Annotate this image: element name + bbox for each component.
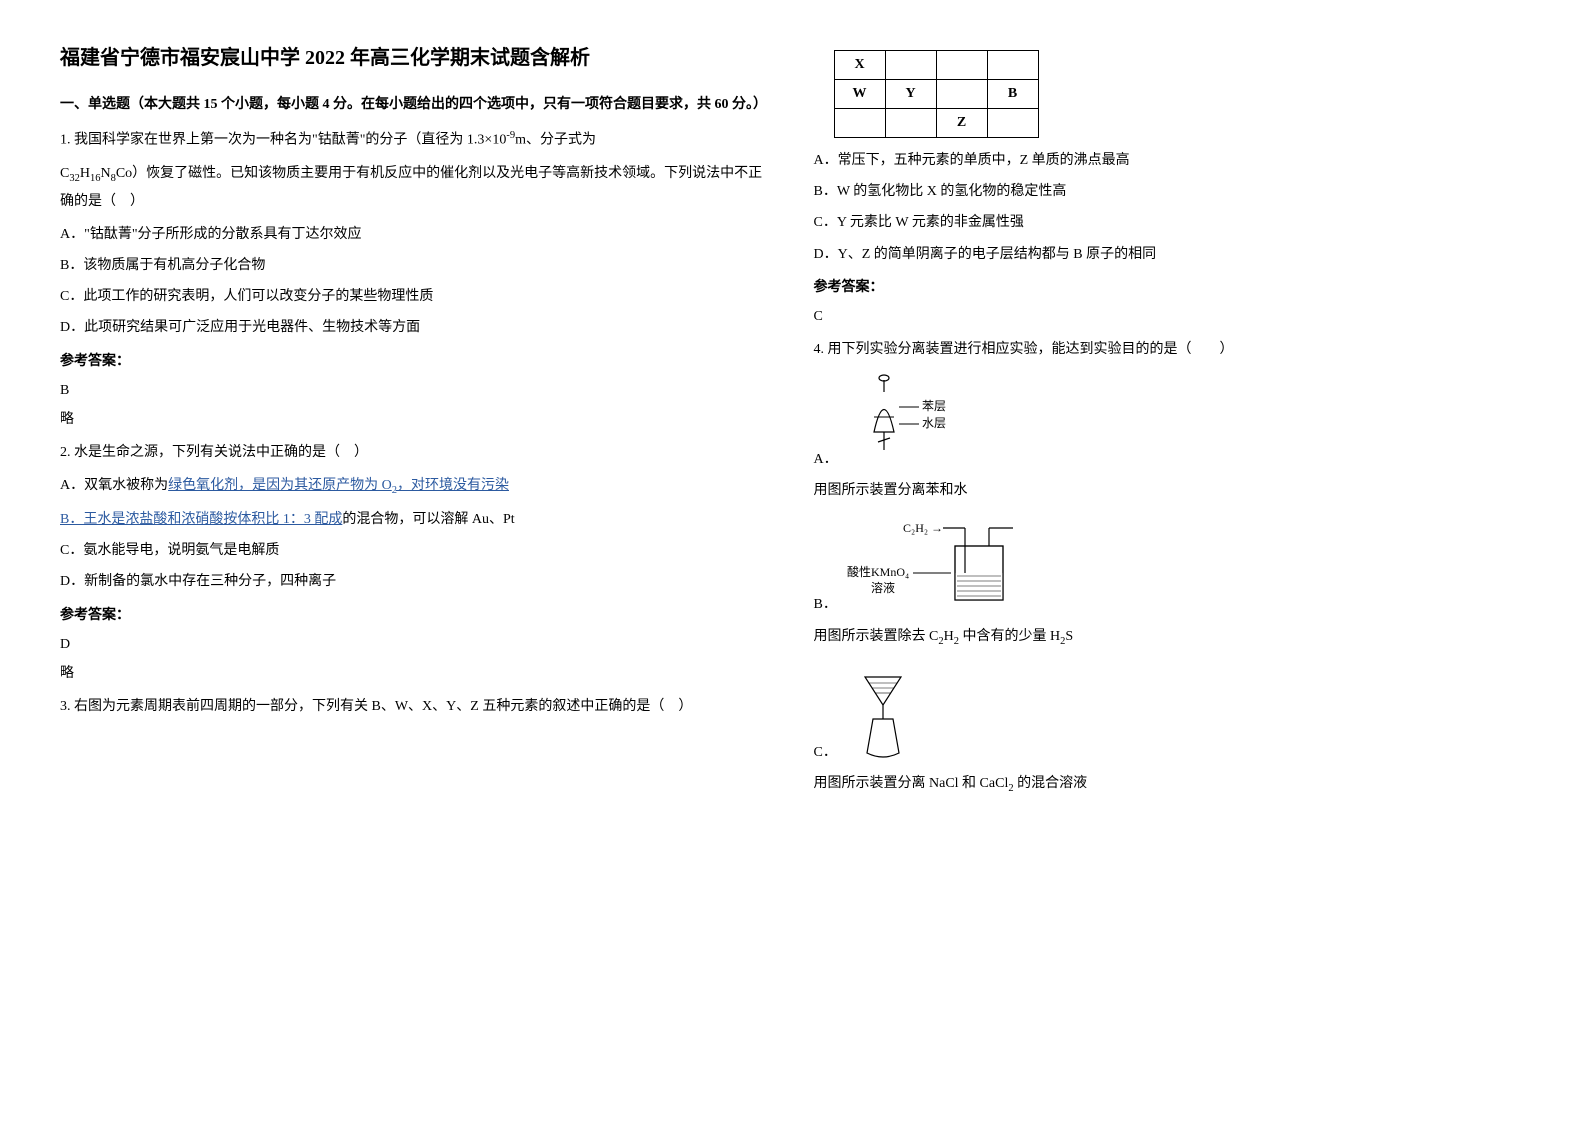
q4-figA-wrap: A． 苯层 水层 (814, 372, 1528, 472)
pt-cell-x: X (834, 51, 885, 80)
periodic-row-2: W Y B (834, 80, 1038, 109)
q1-f-n: N (100, 166, 110, 181)
figB-bot-label: 溶液 (871, 580, 895, 595)
q2-optB: B．王水是浓盐酸和浓硝酸按体积比 1：3 配成的混合物，可以溶解 Au、Pt (60, 507, 774, 532)
q3-optD: D．Y、Z 的简单阴离子的电子层结构都与 B 原子的相同 (814, 242, 1528, 267)
q1-f-h: H (80, 166, 90, 181)
pt-cell-r3c2 (885, 109, 936, 138)
q1-f-c: C (60, 166, 69, 181)
q3-optB: B．W 的氢化物比 X 的氢化物的稳定性高 (814, 179, 1528, 204)
q4-figC-caption: 用图所示装置分离 NaCl 和 CaCl2 的混合溶液 (814, 771, 1528, 799)
q2-optB-link: B．王水是浓盐酸和浓硝酸按体积比 1：3 配成 (60, 512, 342, 527)
q2-optA-link1-cont: ，对环境没有污染 (397, 478, 509, 493)
q4-figB-wrap: B． C₂H₂ → 酸性KMnO₄ 溶液 (814, 518, 1528, 618)
q1-optD: D．此项研究结果可广泛应用于光电器件、生物技术等方面 (60, 315, 774, 340)
q3-optA: A．常压下，五种元素的单质中，Z 单质的沸点最高 (814, 148, 1528, 173)
q2-optB-cont: 的混合物，可以溶解 Au、Pt (342, 512, 514, 527)
q4-figC-letter: C． (814, 740, 837, 765)
figB-top-label: C₂H₂ → (903, 521, 943, 535)
pt-cell-r2c3 (936, 80, 987, 109)
q4-stem: 4. 用下列实验分离装置进行相应实验，能达到实验目的的是（ ） (814, 337, 1528, 362)
q2-optA-pre: A．双氧水被称为 (60, 478, 168, 493)
pt-cell-r1c2 (885, 51, 936, 80)
gas-washing-bottle-icon: C₂H₂ → 酸性KMnO₄ 溶液 (843, 518, 1033, 618)
q3-answer-label: 参考答案： (814, 275, 1528, 300)
q4-figB-letter: B． (814, 592, 837, 617)
q1-sup: -9 (506, 130, 515, 141)
right-column: X W Y B Z A．常压下，五种元素的单质中，Z 单质的沸点最高 B．W 的… (814, 40, 1528, 813)
q4-figB-caption: 用图所示装置除去 C2H2 中含有的少量 H2S (814, 624, 1528, 652)
figB-cap-mid1: H (944, 629, 954, 644)
q1-answer: B (60, 378, 774, 403)
filter-funnel-flask-icon (843, 665, 933, 765)
q1-stem1: 1. 我国科学家在世界上第一次为一种名为"钴酞菁"的分子（直径为 1.3×10 (60, 133, 506, 148)
left-column: 福建省宁德市福安宸山中学 2022 年高三化学期末试题含解析 一、单选题（本大题… (60, 40, 774, 813)
page-title: 福建省宁德市福安宸山中学 2022 年高三化学期末试题含解析 (60, 40, 774, 76)
periodic-row-3: Z (834, 109, 1038, 138)
q2-optA-link1: 绿色氧化剂，是因为其还原产物为 O (168, 478, 392, 493)
q1-f-h-sub: 16 (90, 173, 101, 184)
q1-stem-line1: 1. 我国科学家在世界上第一次为一种名为"钴酞菁"的分子（直径为 1.3×10-… (60, 127, 774, 153)
periodic-table-fragment: X W Y B Z (834, 50, 1039, 138)
q1-f-rest: Co）恢复了磁性。已知该物质主要用于有机反应中的催化剂以及光电子等高新技术领域。… (60, 166, 762, 209)
q2-answer-label: 参考答案： (60, 603, 774, 628)
q2-note: 略 (60, 661, 774, 686)
q2-optA-link: 绿色氧化剂，是因为其还原产物为 O2，对环境没有污染 (168, 478, 509, 493)
q2-answer: D (60, 632, 774, 657)
pt-cell-gap (936, 51, 987, 80)
figA-label2: 水层 (922, 416, 946, 430)
q4-figC-wrap: C． (814, 665, 1528, 765)
section1-heading: 一、单选题（本大题共 15 个小题，每小题 4 分。在每小题给出的四个选项中，只… (60, 92, 774, 117)
q1-optB: B．该物质属于有机高分子化合物 (60, 253, 774, 278)
figB-cap-pre: 用图所示装置除去 C (814, 629, 939, 644)
pt-cell-z: Z (936, 109, 987, 138)
q1-stem-line2: C32H16N8Co）恢复了磁性。已知该物质主要用于有机反应中的催化剂以及光电子… (60, 161, 774, 214)
pt-cell-r1c4 (987, 51, 1038, 80)
pt-cell-b: B (987, 80, 1038, 109)
figC-cap-end: 的混合溶液 (1014, 776, 1088, 791)
q2-optA: A．双氧水被称为绿色氧化剂，是因为其还原产物为 O2，对环境没有污染 (60, 473, 774, 501)
pt-cell-w: W (834, 80, 885, 109)
q1-optA: A．"钴酞菁"分子所形成的分散系具有丁达尔效应 (60, 222, 774, 247)
q1-note: 略 (60, 407, 774, 432)
figA-label1: 苯层 (922, 399, 946, 413)
q3-optC: C．Y 元素比 W 元素的非金属性强 (814, 210, 1528, 235)
q1-f-c-sub: 32 (69, 173, 80, 184)
pt-cell-y: Y (885, 80, 936, 109)
figB-cap-end: S (1065, 629, 1073, 644)
q1-optC: C．此项工作的研究表明，人们可以改变分子的某些物理性质 (60, 284, 774, 309)
q2-optD: D．新制备的氯水中存在三种分子，四种离子 (60, 569, 774, 594)
periodic-row-1: X (834, 51, 1038, 80)
q1-answer-label: 参考答案： (60, 349, 774, 374)
figC-cap-pre: 用图所示装置分离 NaCl 和 CaCl (814, 776, 1009, 791)
figB-mid-label: 酸性KMnO₄ (847, 564, 909, 579)
pt-cell-r3c4 (987, 109, 1038, 138)
q2-optC: C．氨水能导电，说明氨气是电解质 (60, 538, 774, 563)
q4-figA-letter: A． (814, 447, 838, 472)
q1-stem1-cont: m、分子式为 (515, 133, 596, 148)
separating-funnel-icon: 苯层 水层 (844, 372, 984, 472)
q2-stem: 2. 水是生命之源，下列有关说法中正确的是（ ） (60, 440, 774, 465)
q3-answer: C (814, 304, 1528, 329)
q3-stem: 3. 右图为元素周期表前四周期的一部分，下列有关 B、W、X、Y、Z 五种元素的… (60, 694, 774, 719)
q4-figA-caption: 用图所示装置分离苯和水 (814, 478, 1528, 503)
pt-cell-r3c1 (834, 109, 885, 138)
figB-cap-mid2: 中含有的少量 H (959, 629, 1060, 644)
